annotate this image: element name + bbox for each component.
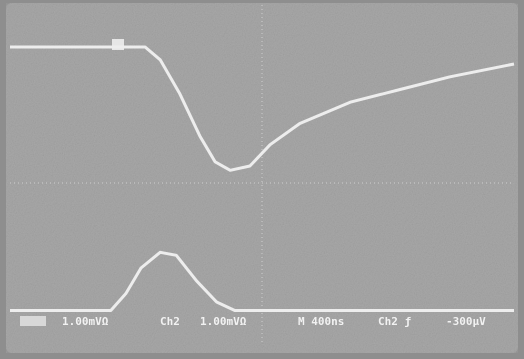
status-text: M 400ns xyxy=(298,315,344,328)
status-text: 1.00mVΩ xyxy=(200,315,247,328)
oscilloscope-screen: 1.00mVΩ Ch2 1.00mVΩ M 400ns Ch2 ƒ -300μV xyxy=(0,0,524,359)
status-text: Ch2 ƒ xyxy=(378,315,411,328)
status-text: 1.00mVΩ xyxy=(62,315,109,328)
status-text: Ch2 xyxy=(160,315,180,328)
ch1-icon xyxy=(20,316,46,326)
status-text: -300μV xyxy=(446,315,486,328)
